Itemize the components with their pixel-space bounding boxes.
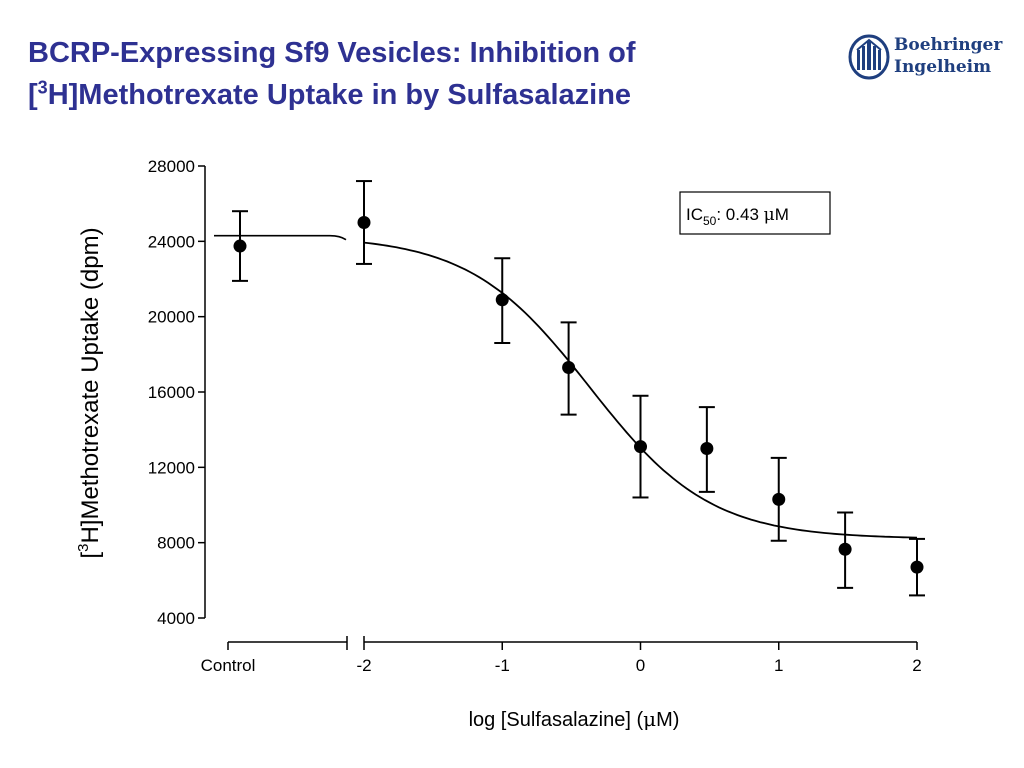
ic50-label: IC50: 0.43 μM [686,205,789,228]
data-point [909,537,925,597]
x-tick-label: 2 [912,656,921,675]
ic50-annotation: IC50: 0.43 μM [679,191,831,235]
y-tick-label: 16000 [148,383,195,402]
data-point [356,180,372,265]
y-tick-label: 24000 [148,232,195,251]
control-point [232,210,248,282]
points-layer [232,180,925,597]
company-logo: Boehringer Ingelheim [848,32,1002,82]
y-axis-title: [3H]Methotrexate Uptake (dpm) [75,227,104,558]
data-point [560,321,577,416]
x-tick-label: 1 [774,656,783,675]
y-tick-label: 12000 [148,458,195,477]
data-point-marker [357,216,371,229]
x-tick-label-control: Control [201,656,256,675]
y-tick-label: 28000 [148,157,195,176]
title-line-1: BCRP-Expressing Sf9 Vesicles: Inhibition… [28,37,636,69]
y-tick-label: 4000 [157,609,195,628]
data-point-marker [634,440,647,454]
data-point [632,394,649,499]
fit-curve-control-segment [214,234,347,241]
data-point-marker [495,293,509,307]
x-axis-title: log [Sulfasalazine] (μM) [469,707,680,731]
y-tick-label: 8000 [157,534,195,553]
data-point-marker [838,542,852,556]
ic50-box [679,191,831,235]
data-point [698,406,715,493]
x-tick-label: -2 [356,656,371,675]
title-superscript: 3 [37,77,48,98]
x-tick-label: -1 [495,656,510,675]
data-point-marker [233,239,247,253]
y-axis-title-superscript: 3 [75,544,92,552]
x-axis: Control -2 -1 0 1 2 [201,636,922,675]
fit-layer [214,234,918,539]
slide-title: BCRP-Expressing Sf9 Vesicles: Inhibition… [28,32,788,116]
title-line-2: [3H]Methotrexate Uptake in by Sulfasalaz… [28,77,632,111]
building-logo-icon [848,34,890,80]
x-tick-label: 0 [636,656,645,675]
data-point-marker [772,492,786,506]
data-point-marker [910,560,924,574]
data-point-marker [700,442,714,455]
data-point [494,257,511,345]
data-point [837,511,854,589]
data-point-marker [562,361,576,375]
logo-line-2: Ingelheim [894,57,992,77]
y-tick-label: 20000 [148,308,195,327]
data-point [770,456,787,542]
y-axis: 28000 24000 20000 16000 12000 8000 4000 [148,157,206,628]
logo-line-1: Boehringer [894,35,1003,55]
logo-text: Boehringer Ingelheim [894,34,1002,78]
